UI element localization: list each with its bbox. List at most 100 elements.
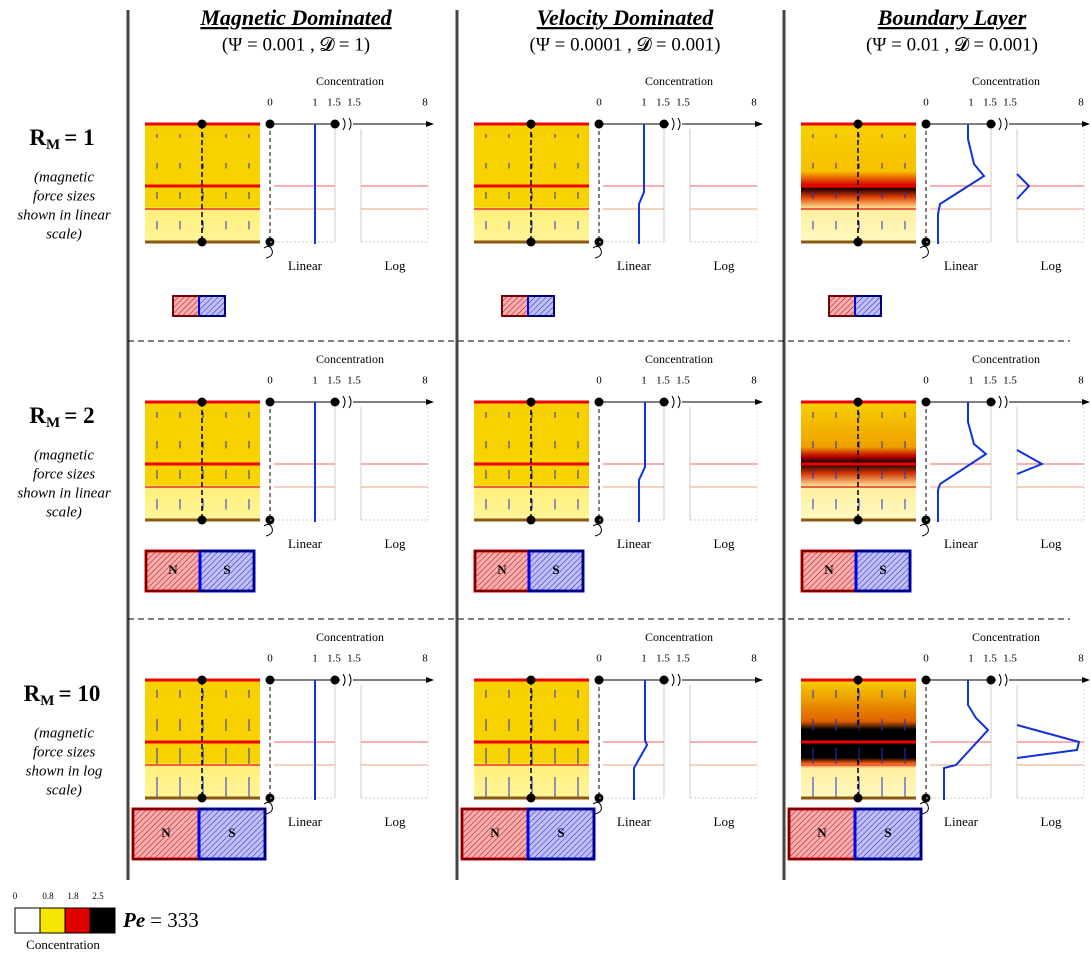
axis-tick-label: 1.5 <box>347 375 361 387</box>
axis-tick-label: 0 <box>596 97 602 109</box>
scale-label: Linear <box>288 536 323 551</box>
axis-dot <box>659 397 669 407</box>
axis-dot <box>265 119 275 129</box>
centre-dot <box>526 119 536 129</box>
magnet-s <box>527 295 555 317</box>
linear-profile <box>937 402 988 522</box>
scale-label: Log <box>1041 536 1062 551</box>
linear-profile <box>937 124 986 244</box>
magnet-label: S <box>223 562 230 577</box>
magnet-n <box>473 549 531 593</box>
axis-tick-label: 0 <box>596 653 602 665</box>
column-params: (Ψ = 0.01 , 𝓓 = 0.001) <box>866 34 1038 55</box>
magnet-s <box>854 295 882 317</box>
centre-dot <box>197 515 207 525</box>
axis-tick-label: 0 <box>923 97 929 109</box>
scale-label: Log <box>1041 814 1062 829</box>
centre-dot <box>197 793 207 803</box>
scale-label: Linear <box>944 258 979 273</box>
legend-tick-label: 2.5 <box>92 891 104 901</box>
axis-break <box>919 801 929 815</box>
row-note: scale) <box>46 782 82 798</box>
scale-label: Linear <box>288 814 323 829</box>
axis-tick-label: 8 <box>422 97 428 109</box>
scale-label: Linear <box>617 814 652 829</box>
axis-break <box>592 801 602 815</box>
axis-title: Concentration <box>316 352 384 366</box>
column-title: Boundary Layer <box>877 5 1027 30</box>
panel: Concentration 0 1 1.5 1.5 8 Linear Log <box>145 74 434 317</box>
axis-dot <box>986 397 996 407</box>
axis-tick-label: 1.5 <box>983 97 997 109</box>
magnet-label: S <box>228 825 235 840</box>
axis-dot <box>265 675 275 685</box>
column-title: Velocity Dominated <box>537 5 715 30</box>
axis-tick-label: 1.5 <box>656 97 670 109</box>
axis-tick-label: 1.5 <box>327 375 341 387</box>
axis-tick-label: 0 <box>267 653 273 665</box>
scale-label: Log <box>385 258 406 273</box>
axis-tick-label: 8 <box>751 375 757 387</box>
layout <box>126 10 1070 880</box>
axis-dot <box>659 119 669 129</box>
legend-swatch <box>14 907 41 934</box>
centre-dot <box>526 675 536 685</box>
axis-break <box>342 395 352 409</box>
centre-dot <box>197 675 207 685</box>
column-title: Magnetic Dominated <box>199 5 392 30</box>
axis-tick-label: 1.5 <box>1003 653 1017 665</box>
axis-dot <box>986 119 996 129</box>
centre-dot <box>197 119 207 129</box>
magnet-label: N <box>817 825 827 840</box>
magnet-s <box>526 807 596 861</box>
axis-title: Concentration <box>645 74 713 88</box>
scale-label: Log <box>1041 258 1062 273</box>
magnet-outline <box>801 550 911 592</box>
axis-dot <box>265 397 275 407</box>
row-note: shown in linear <box>17 485 111 501</box>
axis-tick-label: 1 <box>968 653 974 665</box>
row-label-subscript: M <box>46 137 60 153</box>
magnet-outline <box>828 295 882 317</box>
axis-tick-label: 8 <box>751 653 757 665</box>
centre-dot <box>853 237 863 247</box>
axis-break <box>263 245 273 259</box>
axis-tick-label: 0 <box>267 97 273 109</box>
scale-label: Linear <box>944 814 979 829</box>
panel: Concentration 0 1 1.5 1.5 8 Linear Log N S <box>144 352 434 593</box>
axis-tick-label: 0 <box>267 375 273 387</box>
row-note: scale) <box>46 226 82 242</box>
magnet-label: N <box>824 562 834 577</box>
axis-break <box>998 395 1008 409</box>
centre-dot <box>526 793 536 803</box>
scale-label: Linear <box>617 536 652 551</box>
magnet-outline <box>172 295 226 317</box>
magnet-label: N <box>161 825 171 840</box>
row-note: (magnetic <box>34 169 94 185</box>
row-label-symbol: R <box>29 125 46 150</box>
centre-dot <box>853 793 863 803</box>
centre-dot <box>197 237 207 247</box>
magnet-label: N <box>168 562 178 577</box>
row-note: force sizes <box>33 188 96 204</box>
scale-label: Log <box>714 536 735 551</box>
axis-dot <box>594 675 604 685</box>
axis-tick-label: 1.5 <box>676 375 690 387</box>
row-note: scale) <box>46 504 82 520</box>
axis-title: Concentration <box>645 630 713 644</box>
axis-dot <box>594 397 604 407</box>
row-note: force sizes <box>33 466 96 482</box>
axis-title: Concentration <box>972 74 1040 88</box>
linear-profile <box>638 402 646 522</box>
axis-break <box>342 117 352 131</box>
axis-tick-label: 1.5 <box>327 653 341 665</box>
legend-tick-label: 0 <box>13 891 18 901</box>
axis-tick-label: 8 <box>422 375 428 387</box>
centre-dot <box>853 675 863 685</box>
scale-label: Log <box>714 814 735 829</box>
row-label: RM = 10 <box>24 681 101 709</box>
row-note: shown in linear <box>17 207 111 223</box>
axis-break <box>919 523 929 537</box>
scale-label: Linear <box>944 536 979 551</box>
centre-dot <box>197 397 207 407</box>
